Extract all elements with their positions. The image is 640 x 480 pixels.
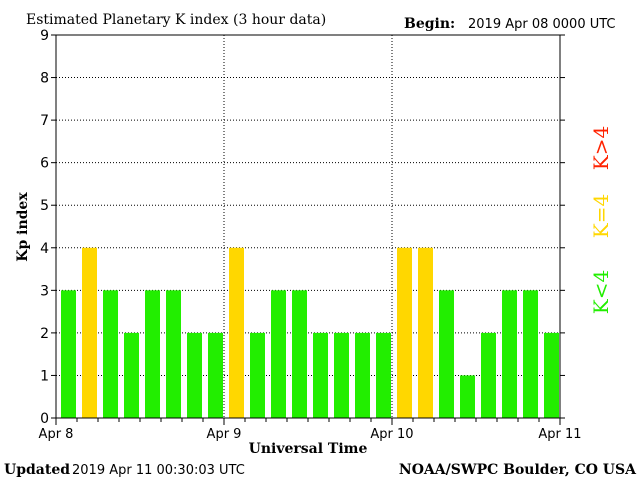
y-tick-label: 4 (40, 241, 49, 257)
kp-bar (82, 247, 97, 418)
bars-group (61, 247, 559, 418)
y-tick-label: 7 (40, 113, 49, 129)
legend-k-above-4: K>4 (589, 126, 613, 170)
kp-bar (187, 332, 202, 418)
plot-frame (55, 34, 561, 419)
kp-bar (418, 247, 433, 418)
x-tick-label: Apr 8 (39, 427, 74, 442)
y-tick-label: 5 (40, 198, 49, 214)
kp-bar (292, 290, 307, 418)
y-tick-label: 0 (40, 411, 49, 427)
kp-bar (523, 290, 538, 418)
kp-bar (481, 332, 496, 418)
y-axis-ticks: 0 1 2 3 4 5 6 7 8 9 (40, 28, 565, 427)
y-tick-label: 9 (40, 28, 49, 44)
chart-title: Estimated Planetary K index (3 hour data… (26, 12, 326, 28)
kp-bar (544, 332, 559, 418)
x-tick-label: Apr 11 (538, 427, 581, 442)
kp-bar (271, 290, 286, 418)
kp-bar (166, 290, 181, 418)
kp-bar (208, 332, 223, 418)
y-tick-label: 1 (40, 368, 49, 384)
legend-k-equal-4: K=4 (589, 194, 613, 238)
plot-area (55, 34, 561, 419)
x-axis-label: Universal Time (249, 441, 368, 457)
kp-bar (334, 332, 349, 418)
updated-label: Updated (4, 462, 70, 478)
y-tick-label: 8 (40, 71, 49, 87)
kp-bar (460, 375, 475, 418)
legend-k-below-4: K<4 (589, 270, 613, 314)
kp-bar (145, 290, 160, 418)
kp-bar (103, 290, 118, 418)
y-axis-label: Kp index (15, 192, 31, 262)
y-tick-label: 2 (40, 326, 49, 342)
kp-bar (439, 290, 454, 418)
legend: K>4 K=4 K<4 (589, 126, 613, 314)
y-tick-label: 3 (40, 283, 49, 299)
kp-bar (313, 332, 328, 418)
updated-value: 2019 Apr 11 00:30:03 UTC (72, 463, 245, 478)
kp-bar (61, 290, 76, 418)
kp-bar (397, 247, 412, 418)
kp-bar (376, 332, 391, 418)
kp-bar (229, 247, 244, 418)
kp-bar (502, 290, 517, 418)
begin-label: Begin: (404, 16, 455, 32)
grid-lines (56, 35, 560, 418)
x-tick-label: Apr 9 (207, 427, 242, 442)
x-tick-label: Apr 10 (370, 427, 413, 442)
kp-bar (355, 332, 370, 418)
y-tick-label: 6 (40, 156, 49, 172)
kp-bar (250, 332, 265, 418)
begin-value: 2019 Apr 08 0000 UTC (468, 17, 616, 32)
source-credit: NOAA/SWPC Boulder, CO USA (399, 462, 637, 478)
kp-bar (124, 332, 139, 418)
x-axis-ticks: Apr 8 Apr 9 Apr 10 Apr 11 (39, 418, 582, 442)
